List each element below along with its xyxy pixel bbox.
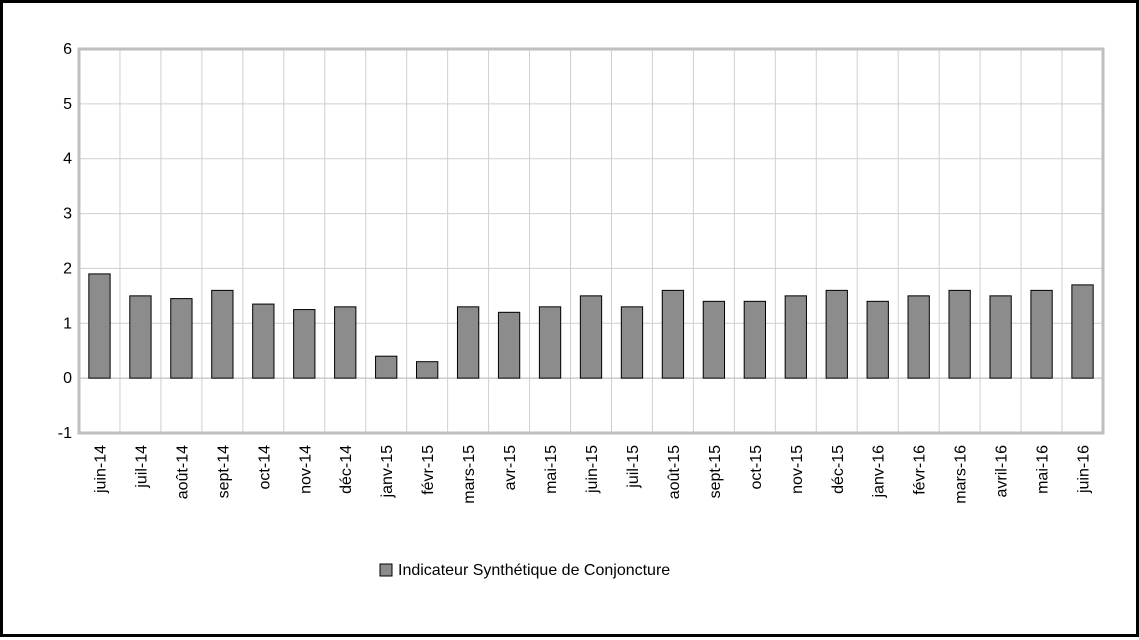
x-tick-label: juil-15 <box>625 445 642 489</box>
bar-chart: -1 0 1 2 3 4 5 6 juin-14 juil-14 août-14 sept-14 oc… <box>58 41 1105 579</box>
x-tick-label: nov-15 <box>789 445 806 494</box>
bar-janv-16 <box>866 300 889 379</box>
bar-juin-15 <box>579 295 603 379</box>
x-tick-label: janv-15 <box>379 445 396 499</box>
y-axis-ticks: -1 0 1 2 3 4 5 6 <box>58 41 72 442</box>
y-tick-label: 6 <box>63 41 72 58</box>
bar-nov-15 <box>784 295 807 379</box>
bar-sept-14 <box>211 289 234 379</box>
bars <box>88 273 1094 379</box>
x-tick-label: mars-16 <box>953 445 970 504</box>
x-tick-label: sept-14 <box>215 445 232 498</box>
x-tick-label: oct-14 <box>256 445 273 490</box>
x-tick-label: nov-14 <box>297 445 314 494</box>
x-tick-label: déc-15 <box>830 445 847 494</box>
x-tick-label: juin-16 <box>1076 445 1093 494</box>
x-tick-label: août-14 <box>174 445 191 499</box>
bar-déc-14 <box>334 306 357 379</box>
bar-août-15 <box>661 289 685 379</box>
grid-lines <box>78 48 1104 434</box>
x-tick-label: sept-15 <box>707 445 724 498</box>
plot-border <box>77 47 1105 435</box>
x-tick-label: mai-15 <box>543 445 560 494</box>
bar-mai-16 <box>1030 289 1053 379</box>
y-tick-label: 5 <box>63 96 72 113</box>
bar-juin-16 <box>1071 284 1094 379</box>
bar-avril-16 <box>989 295 1012 379</box>
y-tick-label: -1 <box>58 425 72 442</box>
x-tick-label: févr-16 <box>912 445 929 495</box>
x-tick-label: févr-15 <box>420 445 437 495</box>
x-tick-label: juil-14 <box>133 445 150 489</box>
plot-area-border <box>77 47 1105 435</box>
bar-juil-15 <box>620 306 644 379</box>
x-axis-ticks: juin-14 juil-14 août-14 sept-14 oct-14 nov-14… <box>92 445 1092 504</box>
legend: Indicateur Synthétique de Conjoncture <box>379 562 670 579</box>
bar-janv-15 <box>375 355 398 379</box>
bar-mars-16 <box>948 289 971 379</box>
bar-juil-14 <box>129 295 152 379</box>
bar-oct-14 <box>252 303 275 379</box>
x-tick-label: avr-15 <box>502 445 519 490</box>
y-tick-label: 4 <box>63 151 72 168</box>
x-tick-label: mars-15 <box>461 445 478 504</box>
x-tick-label: mai-16 <box>1035 445 1052 494</box>
legend-label: Indicateur Synthétique de Conjoncture <box>398 562 670 579</box>
x-tick-label: avril-16 <box>994 445 1011 498</box>
y-tick-label: 0 <box>63 370 72 387</box>
x-tick-label: déc-14 <box>338 445 355 494</box>
bar-août-14 <box>170 298 193 379</box>
bar-juin-14 <box>88 273 111 379</box>
bar-oct-15 <box>743 300 766 379</box>
y-tick-label: 2 <box>63 260 72 277</box>
bar-févr-16 <box>907 295 930 379</box>
bar-mars-15 <box>456 306 480 379</box>
bar-mai-15 <box>538 306 562 379</box>
bar-févr-15 <box>416 361 439 379</box>
bar-déc-15 <box>825 289 848 379</box>
x-tick-label: oct-15 <box>748 445 765 490</box>
bar-avr-15 <box>497 311 521 379</box>
x-tick-label: janv-16 <box>871 445 888 499</box>
y-tick-label: 1 <box>63 315 72 332</box>
y-tick-label: 3 <box>63 206 72 223</box>
bar-nov-14 <box>293 309 316 379</box>
x-tick-label: août-15 <box>666 445 683 499</box>
x-tick-label: juin-14 <box>92 445 109 494</box>
bar-sept-15 <box>702 300 726 379</box>
x-tick-label: juin-15 <box>584 445 601 494</box>
legend-swatch <box>379 563 393 577</box>
